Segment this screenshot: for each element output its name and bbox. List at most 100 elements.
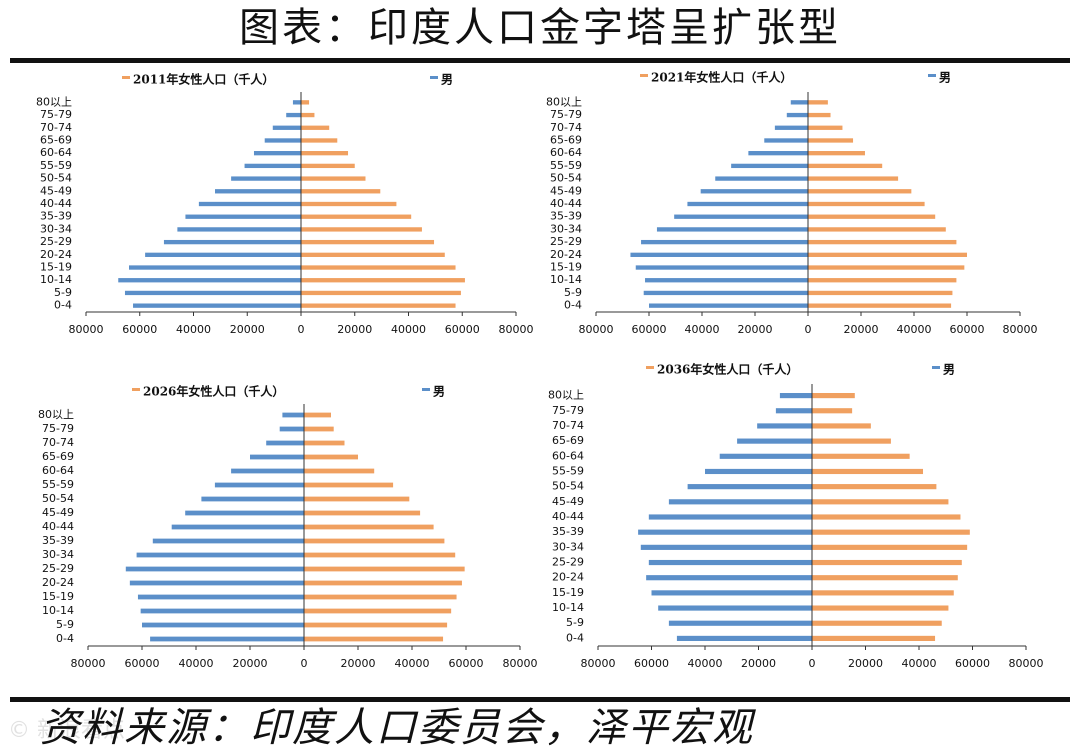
bar-female <box>808 138 854 143</box>
x-tick-label: 80000 <box>499 323 534 336</box>
watermark: © 新浪看点 <box>8 718 125 743</box>
bar-male <box>748 151 808 156</box>
legend-female-swatch <box>640 74 648 77</box>
bar-male <box>668 620 812 626</box>
bar-male <box>171 524 304 530</box>
x-tick-label: 0 <box>301 657 308 670</box>
bar-female <box>304 608 452 614</box>
category-label: 75-79 <box>42 422 74 435</box>
category-label: 20-24 <box>552 571 584 584</box>
category-label: 15-19 <box>550 261 582 274</box>
bar-male <box>656 227 808 232</box>
bar-female <box>812 590 954 596</box>
bar-female <box>812 559 962 566</box>
x-tick-label: 80000 <box>579 323 614 336</box>
bar-female <box>812 453 910 459</box>
category-label: 10-14 <box>552 601 584 614</box>
category-label: 65-69 <box>552 434 584 447</box>
page-title: 图表：印度人口金字塔呈扩张型 <box>239 5 841 51</box>
x-tick-label: 40000 <box>395 657 430 670</box>
bar-female <box>301 189 381 194</box>
bottom-divider <box>10 697 1070 702</box>
category-label: 5-9 <box>54 286 72 299</box>
bar-male <box>201 496 304 502</box>
x-tick-label: 0 <box>298 323 305 336</box>
bar-male <box>638 529 812 535</box>
bar-male <box>137 594 304 600</box>
bar-male <box>215 189 301 194</box>
bar-female <box>304 510 421 516</box>
x-tick-label: 0 <box>805 323 812 336</box>
bar-male <box>651 590 812 596</box>
bar-male <box>731 163 808 169</box>
bar-female <box>812 438 891 444</box>
bar-male <box>231 176 301 181</box>
category-label: 10-14 <box>550 273 582 286</box>
bar-male <box>286 112 301 118</box>
bar-male <box>152 538 304 544</box>
bar-male <box>635 265 808 270</box>
category-label: 50-54 <box>40 172 72 185</box>
x-tick-label: 20000 <box>848 657 883 670</box>
bar-female <box>301 227 422 232</box>
bar-male <box>676 635 812 641</box>
pyramid-chart-2026: 2026年女性人口（千人） 男 80以上75-7970-7465-6960-6455… <box>38 384 538 671</box>
bar-male <box>775 408 812 414</box>
legend-female-swatch <box>132 388 140 391</box>
x-tick-label: 60000 <box>125 657 160 670</box>
bar-female <box>301 252 445 257</box>
x-tick-label: 60000 <box>445 323 480 336</box>
bar-female <box>808 239 957 245</box>
x-tick-label: 60000 <box>632 323 667 336</box>
category-label: 30-34 <box>550 222 582 235</box>
bar-male <box>757 423 812 429</box>
category-label: 30-34 <box>552 540 584 553</box>
bar-female <box>812 423 871 429</box>
category-label: 40-44 <box>552 510 584 523</box>
x-tick-label: 20000 <box>341 657 376 670</box>
bar-male <box>700 189 808 194</box>
x-tick-label: 40000 <box>391 323 426 336</box>
bar-female <box>301 125 330 130</box>
legend-male-label: 男 <box>939 71 951 85</box>
category-label: 80以上 <box>548 389 584 402</box>
bar-female <box>808 112 831 118</box>
category-label: 0-4 <box>564 299 582 312</box>
bar-female <box>304 454 358 460</box>
bar-male <box>779 393 812 399</box>
bar-female <box>808 303 952 308</box>
category-label: 35-39 <box>550 210 582 223</box>
legend-male-label: 男 <box>433 385 445 399</box>
category-label: 70-74 <box>40 121 72 134</box>
bar-female <box>301 163 355 169</box>
category-label: 40-44 <box>550 197 582 210</box>
category-label: 60-64 <box>42 464 74 477</box>
bar-male <box>282 412 304 418</box>
bar-female <box>808 201 925 207</box>
category-label: 25-29 <box>550 235 582 248</box>
bar-male <box>648 559 812 566</box>
bar-female <box>301 201 397 207</box>
bar-female <box>301 265 456 270</box>
category-label: 45-49 <box>40 184 72 197</box>
bar-female <box>812 635 936 641</box>
category-label: 80以上 <box>546 95 582 108</box>
bar-male <box>646 575 812 581</box>
bar-male <box>640 544 812 550</box>
bar-female <box>808 151 865 156</box>
source-note: 资料来源：印度人口委员会，泽平宏观 <box>40 705 754 751</box>
bar-female <box>812 484 937 490</box>
bar-male <box>786 112 808 118</box>
category-label: 15-19 <box>42 590 74 603</box>
bar-female <box>812 544 968 550</box>
pyramid-chart-2021: 2021年女性人口（千人） 男 80以上75-7970-7465-6960-6455… <box>546 70 1038 337</box>
x-tick-label: 80000 <box>1009 657 1044 670</box>
bar-female <box>304 524 434 530</box>
category-label: 25-29 <box>40 235 72 248</box>
bar-female <box>301 290 461 296</box>
bar-male <box>648 514 812 520</box>
bar-female <box>812 620 942 626</box>
bar-male <box>250 454 304 460</box>
bar-male <box>674 214 808 219</box>
bar-female <box>812 605 949 611</box>
